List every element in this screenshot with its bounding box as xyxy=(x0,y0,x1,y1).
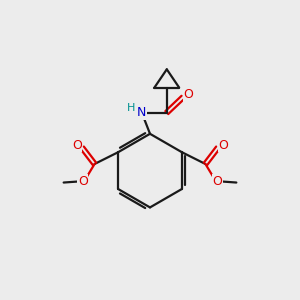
Text: N: N xyxy=(137,106,146,119)
Text: O: O xyxy=(78,175,88,188)
Text: H: H xyxy=(126,103,135,113)
Text: O: O xyxy=(72,139,82,152)
Text: O: O xyxy=(218,139,228,152)
Text: O: O xyxy=(212,175,222,188)
Text: O: O xyxy=(183,88,193,101)
